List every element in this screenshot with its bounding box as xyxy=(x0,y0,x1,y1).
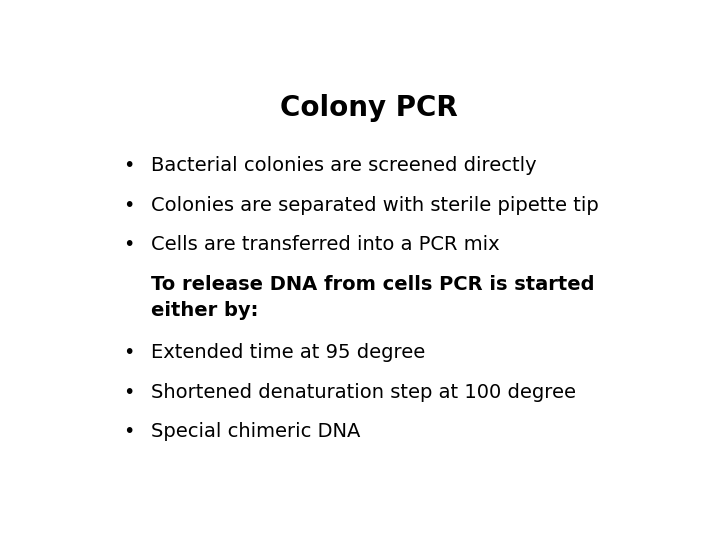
Text: Bacterial colonies are screened directly: Bacterial colonies are screened directly xyxy=(151,156,537,176)
Text: •: • xyxy=(124,156,135,176)
Text: •: • xyxy=(124,235,135,254)
Text: Extended time at 95 degree: Extended time at 95 degree xyxy=(151,343,426,362)
Text: Colonies are separated with sterile pipette tip: Colonies are separated with sterile pipe… xyxy=(151,196,599,215)
Text: To release DNA from cells PCR is started
either by:: To release DNA from cells PCR is started… xyxy=(151,275,595,320)
Text: Shortened denaturation step at 100 degree: Shortened denaturation step at 100 degre… xyxy=(151,383,577,402)
Text: Cells are transferred into a PCR mix: Cells are transferred into a PCR mix xyxy=(151,235,500,254)
Text: •: • xyxy=(124,422,135,441)
Text: •: • xyxy=(124,343,135,362)
Text: Special chimeric DNA: Special chimeric DNA xyxy=(151,422,361,441)
Text: •: • xyxy=(124,196,135,215)
Text: Colony PCR: Colony PCR xyxy=(280,94,458,122)
Text: •: • xyxy=(124,383,135,402)
